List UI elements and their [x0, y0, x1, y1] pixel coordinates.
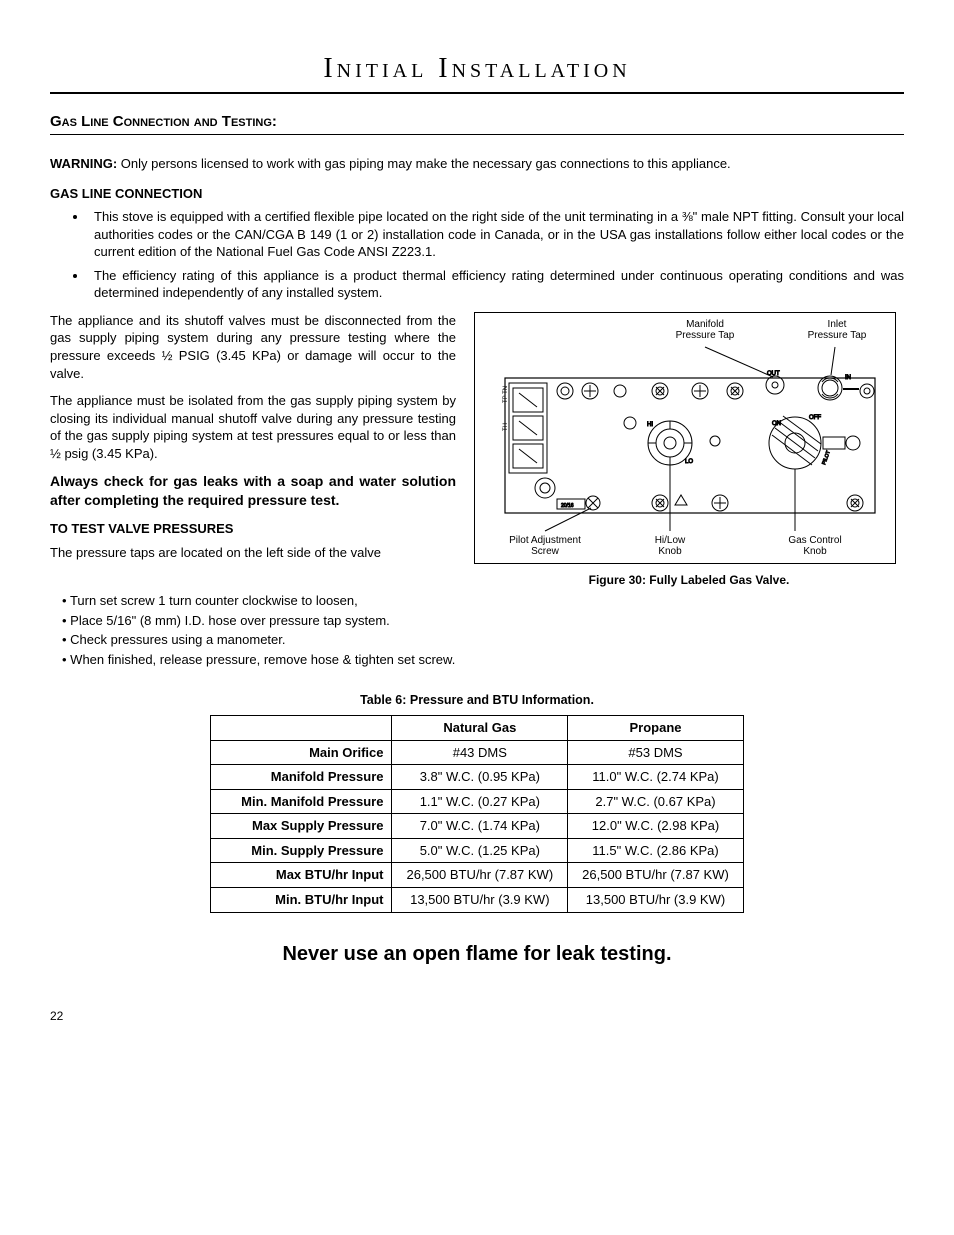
table-cell: #53 DMS: [568, 740, 744, 765]
table-row-label: Min. BTU/hr Input: [211, 887, 392, 912]
table-cell: 1.1" W.C. (0.27 KPa): [392, 789, 568, 814]
page-title: Initial Installation: [50, 50, 904, 94]
table-row-label: Max Supply Pressure: [211, 814, 392, 839]
main-bullet-list: This stove is equipped with a certified …: [50, 208, 904, 302]
warning-label: WARNING:: [50, 156, 117, 171]
subheader-gas-line: GAS LINE CONNECTION: [50, 185, 904, 203]
fig-text-lo: LO: [685, 459, 693, 465]
table-cell: 7.0" W.C. (1.74 KPa): [392, 814, 568, 839]
fig-text-hi: HI: [647, 422, 653, 428]
bullet-item: This stove is equipped with a certified …: [88, 208, 904, 261]
table-cell: 2.7" W.C. (0.67 KPa): [568, 789, 744, 814]
bullet-item: The efficiency rating of this appliance …: [88, 267, 904, 302]
table-header: Propane: [568, 716, 744, 741]
table-cell: 12.0" W.C. (2.98 KPa): [568, 814, 744, 839]
table-cell: 13,500 BTU/hr (3.9 KW): [392, 887, 568, 912]
table-row-label: Main Orifice: [211, 740, 392, 765]
warning-paragraph: WARNING: Only persons licensed to work w…: [50, 155, 904, 173]
table-cell: 5.0" W.C. (1.25 KPa): [392, 838, 568, 863]
fig-text-th: TH: [503, 423, 509, 431]
step-item: Check pressures using a manometer.: [62, 631, 904, 649]
table-row-label: Min. Manifold Pressure: [211, 789, 392, 814]
table-cell: 26,500 BTU/hr (7.87 KW): [568, 863, 744, 888]
body-paragraph: The appliance and its shutoff valves mus…: [50, 312, 456, 382]
table-header: Natural Gas: [392, 716, 568, 741]
table-row-label: Min. Supply Pressure: [211, 838, 392, 863]
table-cell: #43 DMS: [392, 740, 568, 765]
steps-list: Turn set screw 1 turn counter clockwise …: [50, 592, 904, 668]
table-cell: 11.5" W.C. (2.86 KPa): [568, 838, 744, 863]
fig-text-in: IN: [845, 375, 851, 381]
step-item: When finished, release pressure, remove …: [62, 651, 904, 669]
body-paragraph: The pressure taps are located on the lef…: [50, 544, 456, 562]
step-item: Turn set screw 1 turn counter clockwise …: [62, 592, 904, 610]
step-item: Place 5/16" (8 mm) I.D. hose over pressu…: [62, 612, 904, 630]
bold-warning-paragraph: Always check for gas leaks with a soap a…: [50, 472, 456, 510]
figure-caption: Figure 30: Fully Labeled Gas Valve.: [474, 572, 904, 588]
open-flame-warning: Never use an open flame for leak testing…: [50, 941, 904, 968]
fig-text-out: OUT: [767, 371, 780, 377]
gas-valve-figure: Manifold Pressure Tap Inlet Pressure Tap…: [474, 312, 896, 564]
body-paragraph: The appliance must be isolated from the …: [50, 392, 456, 462]
fig-text-off: OFF: [809, 415, 821, 421]
fig-text-pilot: PILOT: [821, 450, 832, 466]
gas-valve-diagram: TP TN TH OUT: [475, 313, 895, 563]
table-caption: Table 6: Pressure and BTU Information.: [50, 692, 904, 709]
table-header: [211, 716, 392, 741]
fig-text-tptn: TP TN: [503, 386, 509, 403]
table-cell: 26,500 BTU/hr (7.87 KW): [392, 863, 568, 888]
svg-text:20/16: 20/16: [561, 503, 574, 509]
page-number: 22: [50, 1008, 904, 1024]
subheader-test-valve: TO TEST VALVE PRESSURES: [50, 520, 456, 538]
warning-text: Only persons licensed to work with gas p…: [117, 156, 731, 171]
table-cell: 13,500 BTU/hr (3.9 KW): [568, 887, 744, 912]
fig-text-on: ON: [772, 421, 781, 427]
section-header: Gas Line Connection and Testing:: [50, 112, 904, 135]
table-row-label: Max BTU/hr Input: [211, 863, 392, 888]
table-cell: 3.8" W.C. (0.95 KPa): [392, 765, 568, 790]
table-cell: 11.0" W.C. (2.74 KPa): [568, 765, 744, 790]
pressure-btu-table: Natural Gas Propane Main Orifice#43 DMS#…: [210, 715, 744, 912]
table-row-label: Manifold Pressure: [211, 765, 392, 790]
